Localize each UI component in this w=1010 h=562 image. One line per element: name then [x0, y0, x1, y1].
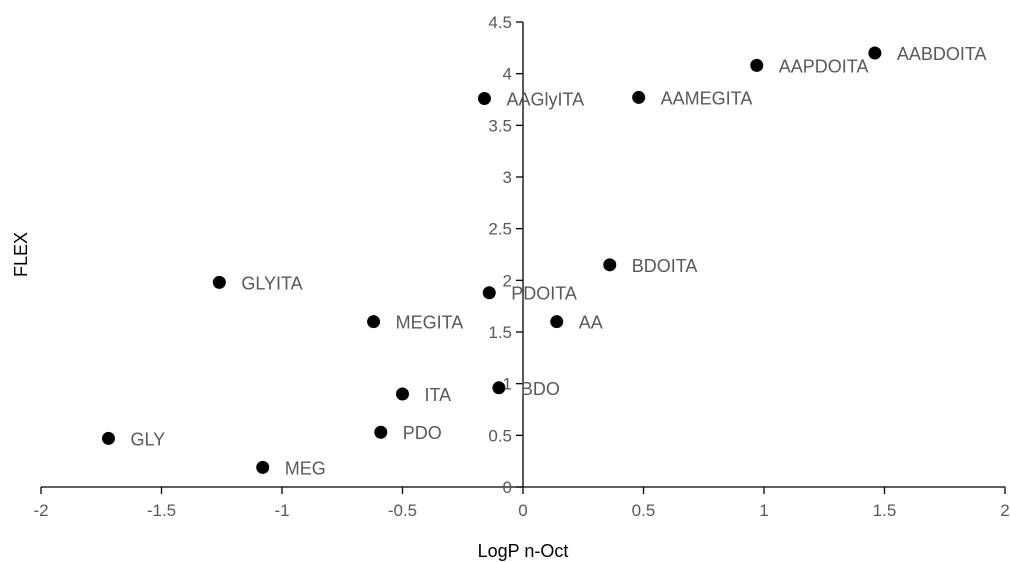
y-tick-label: 1 [503, 375, 512, 394]
data-point-label: MEGITA [396, 313, 464, 333]
y-tick-label: 1.5 [488, 323, 512, 342]
x-tick-label: 2 [1000, 501, 1009, 520]
x-tick-label: -2 [33, 501, 48, 520]
data-point-label: PDO [403, 423, 442, 443]
data-point [492, 381, 506, 395]
data-point-label: BDOITA [632, 256, 698, 276]
data-point [550, 315, 564, 329]
data-point [632, 90, 646, 104]
data-point [868, 46, 882, 60]
data-point-label: AAGlyITA [506, 89, 584, 109]
x-tick-label: 1 [759, 501, 768, 520]
data-point [477, 91, 491, 105]
x-tick-label: -0.5 [388, 501, 417, 520]
data-point-label: AAMEGITA [661, 88, 753, 108]
data-point [212, 275, 226, 289]
y-axis-title: FLEX [11, 232, 31, 277]
y-tick-label: 4.5 [488, 13, 512, 32]
data-point [396, 387, 409, 401]
y-tick-label: 4 [503, 65, 512, 84]
ticks-layer: -2 -1.5 -1 -0.5 0 0.5 1 1.5 2 0 0.5 1 1.5 2 2.5 3 3.5 4 4.… [33, 13, 1009, 520]
data-point [256, 460, 270, 474]
y-tick-label: 2.5 [488, 220, 512, 239]
data-point [367, 315, 381, 329]
y-tick-label: 3.5 [488, 116, 512, 135]
data-point-label: AA [579, 313, 603, 333]
points-layer [101, 46, 882, 474]
data-point-label: BDO [521, 379, 560, 399]
data-point-label: GLY [130, 429, 165, 449]
y-tick-label: 0 [503, 478, 512, 497]
x-tick-label: 0.5 [632, 501, 656, 520]
y-tick-label: 3 [503, 168, 512, 187]
x-tick-label: -1 [274, 501, 289, 520]
x-axis-title: LogP n-Oct [478, 541, 569, 561]
data-point [750, 58, 764, 72]
x-tick-label: 0 [518, 501, 527, 520]
data-point [374, 425, 388, 439]
y-tick-label: 0.5 [488, 426, 512, 445]
data-point-label: PDOITA [511, 284, 577, 304]
data-point [482, 286, 496, 300]
data-point-label: AABDOITA [897, 44, 987, 64]
data-point-label: AAPDOITA [779, 56, 869, 76]
data-point-label: GLYITA [241, 273, 302, 293]
data-point [101, 431, 115, 445]
data-point [603, 258, 617, 272]
x-tick-label: 1.5 [873, 501, 897, 520]
data-point-label: MEG [285, 458, 326, 478]
x-tick-label: -1.5 [147, 501, 176, 520]
data-point-label: ITA [425, 385, 452, 405]
y-tick-label: 2 [503, 271, 512, 290]
